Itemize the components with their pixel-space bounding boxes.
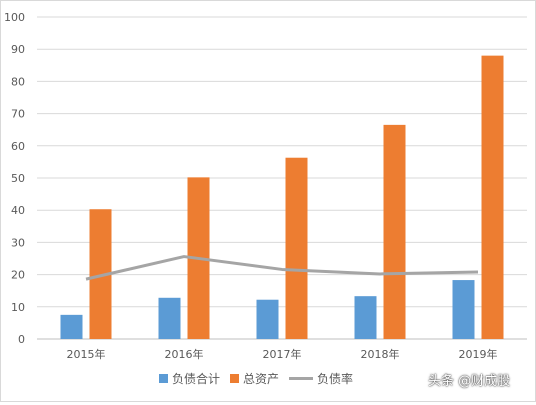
y-tick-label: 50	[11, 172, 25, 185]
y-tick-label: 10	[11, 301, 25, 314]
y-tick-label: 30	[11, 236, 25, 249]
legend-label: 负债率	[317, 371, 353, 386]
line-path	[85, 255, 479, 281]
x-tick-label: 2017年	[263, 347, 302, 361]
legend: 负债合计 总资产 负债率	[159, 371, 353, 386]
x-tick-label: 2015年	[67, 347, 106, 361]
y-tick-label: 80	[11, 75, 25, 88]
y-tick-label: 90	[11, 43, 25, 56]
bar	[481, 55, 504, 339]
y-tick-label: 100	[4, 11, 25, 24]
bar	[285, 157, 308, 339]
line-series	[85, 255, 479, 281]
legend-swatch	[159, 374, 168, 383]
legend-label: 总资产	[243, 372, 279, 386]
bar	[256, 299, 279, 339]
bars	[60, 55, 504, 340]
x-axis: 2015年 2016年 2017年 2018年 2019年	[67, 347, 498, 361]
bar	[158, 297, 181, 339]
y-tick-label: 0	[18, 333, 25, 346]
bar	[60, 314, 83, 339]
y-tick-label: 70	[11, 108, 25, 121]
watermark: 头条 @财成股	[428, 374, 511, 389]
legend-label: 负债合计	[172, 371, 220, 386]
y-tick-label: 40	[11, 204, 25, 217]
y-tick-label: 20	[11, 269, 25, 282]
y-tick-label: 60	[11, 140, 25, 153]
bar	[89, 209, 112, 339]
bar	[452, 280, 475, 339]
bar	[354, 296, 377, 339]
x-tick-label: 2018年	[361, 347, 400, 361]
x-tick-label: 2016年	[165, 347, 204, 361]
gridlines	[37, 16, 527, 340]
bar	[383, 124, 406, 340]
y-axis: 0 10 20 30 40 50 60 70 80 90 100	[4, 11, 25, 346]
x-tick-label: 2019年	[459, 347, 498, 361]
legend-swatch	[230, 374, 239, 383]
